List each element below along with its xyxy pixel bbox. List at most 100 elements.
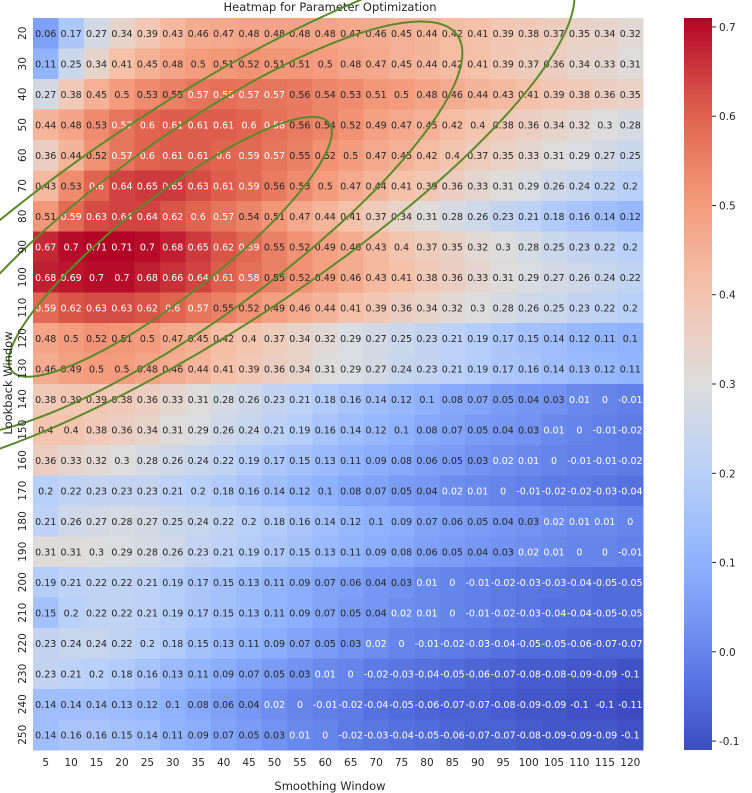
cell-value-label: 0.23 (35, 639, 56, 650)
heatmap-cell (312, 658, 339, 690)
heatmap-cell (592, 475, 619, 507)
cell-value-label: 0.52 (86, 151, 107, 162)
heatmap-cell (414, 231, 441, 263)
heatmap-cell (210, 414, 237, 446)
heatmap-cell (287, 79, 314, 110)
heatmap-cell (134, 689, 161, 720)
cell-value-label: 0.05 (442, 456, 463, 467)
cell-value-label: 0.36 (35, 151, 56, 162)
heatmap-cell (541, 384, 568, 415)
heatmap-cell (541, 719, 568, 751)
cell-value-label: 0.63 (86, 303, 107, 314)
cell-value-label: 0.4 (394, 242, 409, 253)
heatmap-cell (58, 506, 85, 537)
cell-value-label: -0.01 (618, 395, 643, 406)
heatmap-cell (33, 536, 59, 568)
heatmap-cell (617, 628, 644, 659)
cell-value-label: 0.6 (241, 120, 256, 131)
heatmap-cell (185, 231, 212, 263)
heatmap-cell (414, 79, 441, 110)
colorbar-tick-label: 0.1 (719, 558, 736, 570)
heatmap-cell (388, 658, 415, 690)
heatmap-cell (134, 262, 161, 293)
heatmap-cell (58, 597, 85, 629)
heatmap-cell (33, 658, 59, 690)
heatmap-cell (109, 475, 136, 507)
cell-value-label: 0.09 (264, 639, 285, 650)
x-tick-label: 10 (64, 757, 77, 769)
cell-value-label: 0.23 (188, 547, 209, 558)
heatmap-cell (134, 79, 161, 110)
heatmap-cell (210, 292, 237, 324)
heatmap-cell (515, 170, 542, 202)
heatmap-cell (134, 628, 161, 659)
heatmap-cell (109, 323, 136, 354)
cell-value-label: 0.08 (416, 425, 437, 436)
heatmap-cell (83, 536, 110, 568)
cell-value-label: 0.05 (340, 608, 361, 619)
cell-value-label: 0.37 (543, 29, 564, 40)
cell-value-label: 0.07 (289, 639, 310, 650)
heatmap-cell (414, 597, 441, 629)
heatmap-cell (617, 48, 644, 80)
heatmap-cell (338, 506, 364, 537)
heatmap-cell (109, 79, 136, 110)
heatmap-cell (236, 109, 263, 141)
cell-value-label: 0.39 (86, 395, 107, 406)
heatmap-cell (515, 414, 542, 446)
heatmap-cell (566, 597, 593, 629)
heatmap-cell (236, 567, 263, 598)
cell-value-label: 0.09 (289, 578, 310, 589)
cell-value-label: 0.44 (315, 212, 336, 223)
cell-value-label: 0.21 (137, 578, 158, 589)
cell-value-label: 0.34 (137, 425, 158, 436)
heatmap-cell (388, 353, 415, 385)
heatmap-cell (109, 18, 136, 49)
cell-value-label: 0.36 (264, 364, 285, 375)
heatmap-cell (363, 231, 390, 263)
cell-value-label: 0.04 (493, 425, 514, 436)
heatmap-cell (617, 231, 644, 263)
cell-value-label: 0.24 (86, 639, 107, 650)
heatmap-cell (515, 384, 542, 415)
cell-value-label: 0.38 (493, 120, 514, 131)
heatmap-cell (465, 658, 491, 690)
x-tick-label: 110 (569, 757, 589, 769)
cell-value-label: 0.45 (137, 59, 158, 70)
cell-value-label: 0.22 (111, 578, 132, 589)
cell-value-label: -0.01 (516, 486, 541, 497)
heatmap-cell (185, 597, 212, 629)
heatmap-cell (185, 201, 212, 232)
heatmap-cell (515, 719, 542, 751)
cell-value-label: 0.14 (543, 334, 564, 345)
cell-value-label: 0.1 (165, 700, 180, 711)
cell-value-label: -0.05 (516, 639, 541, 650)
cell-value-label: 0.23 (264, 395, 285, 406)
cell-value-label: 0 (602, 395, 608, 406)
heatmap-cell (363, 658, 390, 690)
x-tick-label: 40 (217, 757, 230, 769)
heatmap-cell (515, 201, 542, 232)
cell-value-label: 0.53 (340, 90, 361, 101)
heatmap-cell (414, 201, 441, 232)
heatmap-cell (363, 18, 390, 49)
heatmap-cell (617, 323, 644, 354)
cell-value-label: 0.29 (340, 364, 361, 375)
cell-value-label: -0.04 (618, 486, 643, 497)
cell-value-label: 0.26 (467, 212, 488, 223)
cell-value-label: 0.41 (340, 212, 361, 223)
heatmap-cell (363, 689, 390, 720)
heatmap-cell (439, 475, 466, 507)
cell-value-label: 0.31 (188, 395, 209, 406)
cell-value-label: 0.29 (188, 425, 209, 436)
heatmap-cell (33, 567, 59, 598)
cell-value-label: 0.02 (391, 608, 412, 619)
cell-value-label: 0.7 (114, 273, 129, 284)
cell-value-label: 0.02 (442, 486, 463, 497)
cell-value-label: 0.12 (366, 425, 387, 436)
cell-value-label: -0.01 (465, 608, 490, 619)
cell-value-label: 0.31 (35, 547, 56, 558)
heatmap-cell (185, 170, 212, 202)
heatmap-cell (592, 292, 619, 324)
cell-value-label: 0.39 (543, 90, 564, 101)
